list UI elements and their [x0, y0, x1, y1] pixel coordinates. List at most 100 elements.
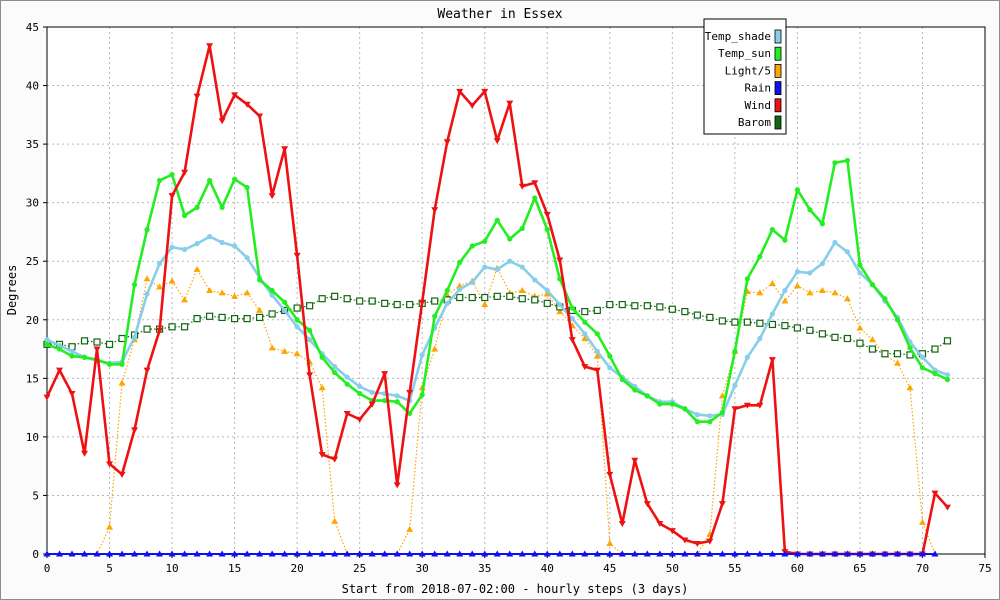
light-5-point — [543, 290, 551, 297]
barom-point — [368, 297, 376, 305]
barom-point — [306, 302, 314, 310]
x-tick-label: 60 — [791, 562, 804, 575]
barom-point — [693, 311, 701, 319]
temp-shade-point — [357, 383, 363, 390]
rain-point — [806, 550, 814, 557]
light-5-point — [193, 265, 201, 272]
y-tick-label: 5 — [32, 489, 39, 502]
temp-shade-point — [707, 413, 713, 419]
rain-point — [668, 550, 676, 557]
barom-point — [668, 305, 676, 313]
rain-point — [931, 550, 939, 557]
temp-sun-point — [782, 237, 788, 243]
wind-point — [756, 402, 764, 409]
wind-point — [431, 207, 439, 214]
temp-shade-point — [232, 243, 238, 249]
rain-point — [106, 550, 114, 557]
temp-sun-point — [707, 419, 713, 425]
wind-point — [418, 299, 426, 306]
temp-sun-point — [657, 401, 663, 407]
temp-sun-point — [432, 313, 438, 319]
barom-point — [718, 317, 726, 325]
temp-shade-point — [244, 255, 250, 261]
barom-point — [506, 292, 514, 300]
legend-label: Wind — [745, 99, 772, 112]
temp-sun-point — [457, 259, 463, 265]
temp-sun-point — [894, 317, 901, 323]
temp-shade-point — [332, 364, 338, 370]
temp-shade-point — [494, 266, 500, 273]
wind-point — [481, 88, 489, 95]
light-5-point — [793, 282, 801, 289]
temp-shade-point — [482, 264, 488, 270]
wind-point — [81, 450, 89, 457]
barom-point — [218, 313, 226, 322]
temp-shade-point — [44, 337, 50, 343]
barom-point — [681, 307, 689, 316]
temp-sun-point — [257, 277, 263, 283]
light-5-point — [293, 350, 301, 357]
barom-point — [293, 304, 301, 312]
rain-point — [393, 550, 401, 557]
temp-sun-point — [582, 319, 588, 325]
barom-point — [168, 323, 176, 331]
legend-label: Light/5 — [725, 64, 771, 77]
temp-shade-point — [156, 260, 163, 267]
legend-label: Temp_sun — [718, 47, 771, 60]
x-tick-label: 75 — [978, 562, 991, 575]
rain-point — [656, 550, 664, 557]
temp-sun-point — [244, 184, 250, 191]
barom-point — [356, 297, 364, 305]
light-5-point — [768, 279, 776, 286]
barom-point — [243, 315, 251, 323]
rain-point — [706, 550, 714, 557]
rain-point — [118, 550, 126, 557]
wind-point — [381, 371, 389, 378]
rain-point — [156, 550, 164, 557]
rain-point — [468, 550, 476, 557]
temp-shade-point — [557, 301, 563, 308]
wind-point — [256, 113, 264, 120]
barom-point — [706, 313, 714, 322]
barom-point — [756, 319, 764, 327]
legend-swatch — [774, 115, 782, 130]
x-tick-label: 50 — [666, 562, 679, 575]
light-5-point — [268, 344, 276, 351]
barom-point — [256, 313, 264, 322]
temp-sun-point — [794, 187, 801, 193]
temp-sun-point — [169, 171, 175, 178]
barom-point — [818, 330, 827, 338]
temp-shade-point — [807, 270, 813, 276]
x-tick-label: 40 — [541, 562, 554, 575]
light-5-point — [143, 275, 151, 282]
rain-point — [281, 550, 289, 557]
rain-point — [81, 550, 89, 557]
temp-shade-point — [607, 365, 613, 371]
light-5-point — [718, 392, 726, 399]
wind-point — [393, 482, 401, 489]
rain-point — [868, 550, 876, 557]
rain-point — [168, 550, 176, 557]
wind-point — [556, 257, 564, 264]
light-5-point — [168, 277, 176, 284]
x-tick-label: 10 — [165, 562, 178, 575]
temp-sun-point — [319, 354, 325, 360]
light-5-point — [243, 289, 251, 296]
rain-point — [231, 550, 239, 557]
barom-point — [93, 338, 101, 346]
light-5-point — [218, 289, 226, 296]
temp-sun-point — [807, 207, 813, 213]
temp-shade-point — [181, 246, 188, 253]
rain-point — [456, 550, 464, 557]
barom-point — [793, 324, 802, 332]
light-5-point — [756, 289, 764, 296]
rain-point — [743, 550, 751, 557]
rain-point — [331, 550, 339, 557]
wind-point — [656, 521, 664, 528]
temp-shade-point — [732, 382, 738, 388]
barom-point — [943, 337, 952, 345]
barom-point — [856, 339, 864, 347]
wind-point — [243, 101, 251, 108]
temp-sun-point — [307, 327, 313, 333]
wind-point — [643, 501, 651, 508]
